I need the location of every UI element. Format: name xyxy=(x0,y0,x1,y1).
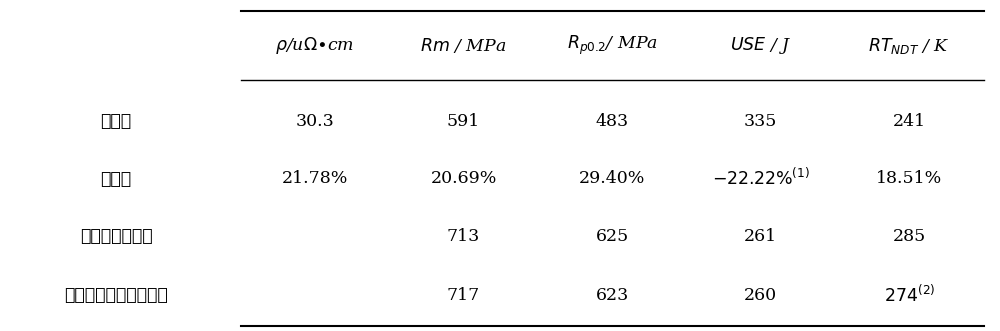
Text: 变化率: 变化率 xyxy=(101,169,132,188)
Text: 初始値: 初始値 xyxy=(101,112,132,130)
Text: 21.78%: 21.78% xyxy=(282,170,348,187)
Text: 335: 335 xyxy=(744,113,777,130)
Text: 241: 241 xyxy=(893,113,926,130)
Text: 30.3: 30.3 xyxy=(296,113,334,130)
Text: $-22.22\%^{(1)}$: $-22.22\%^{(1)}$ xyxy=(712,168,810,189)
Text: $USE$ / J: $USE$ / J xyxy=(730,35,791,56)
Text: 29.40%: 29.40% xyxy=(579,170,645,187)
Text: $Rm$ / MPa: $Rm$ / MPa xyxy=(420,36,507,55)
Text: $RT_{NDT}$ / K: $RT_{NDT}$ / K xyxy=(868,36,950,56)
Text: 20.69%: 20.69% xyxy=(430,170,497,187)
Text: 717: 717 xyxy=(447,287,480,304)
Text: 实测（辐照监督试样）: 实测（辐照监督试样） xyxy=(64,286,168,304)
Text: 261: 261 xyxy=(744,228,777,245)
Text: 623: 623 xyxy=(596,287,629,304)
Text: 591: 591 xyxy=(447,113,480,130)
Text: $R_{p0.2}$/ MPa: $R_{p0.2}$/ MPa xyxy=(567,34,658,57)
Text: 18.51%: 18.51% xyxy=(876,170,942,187)
Text: $274^{(2)}$: $274^{(2)}$ xyxy=(884,285,935,306)
Text: 625: 625 xyxy=(596,228,629,245)
Text: 285: 285 xyxy=(893,228,926,245)
Text: 713: 713 xyxy=(447,228,480,245)
Text: $\rho$/u$\Omega$$\bullet$cm: $\rho$/u$\Omega$$\bullet$cm xyxy=(275,35,355,56)
Text: 483: 483 xyxy=(596,113,629,130)
Text: 实时（计算値）: 实时（计算値） xyxy=(80,227,152,245)
Text: 260: 260 xyxy=(744,287,777,304)
